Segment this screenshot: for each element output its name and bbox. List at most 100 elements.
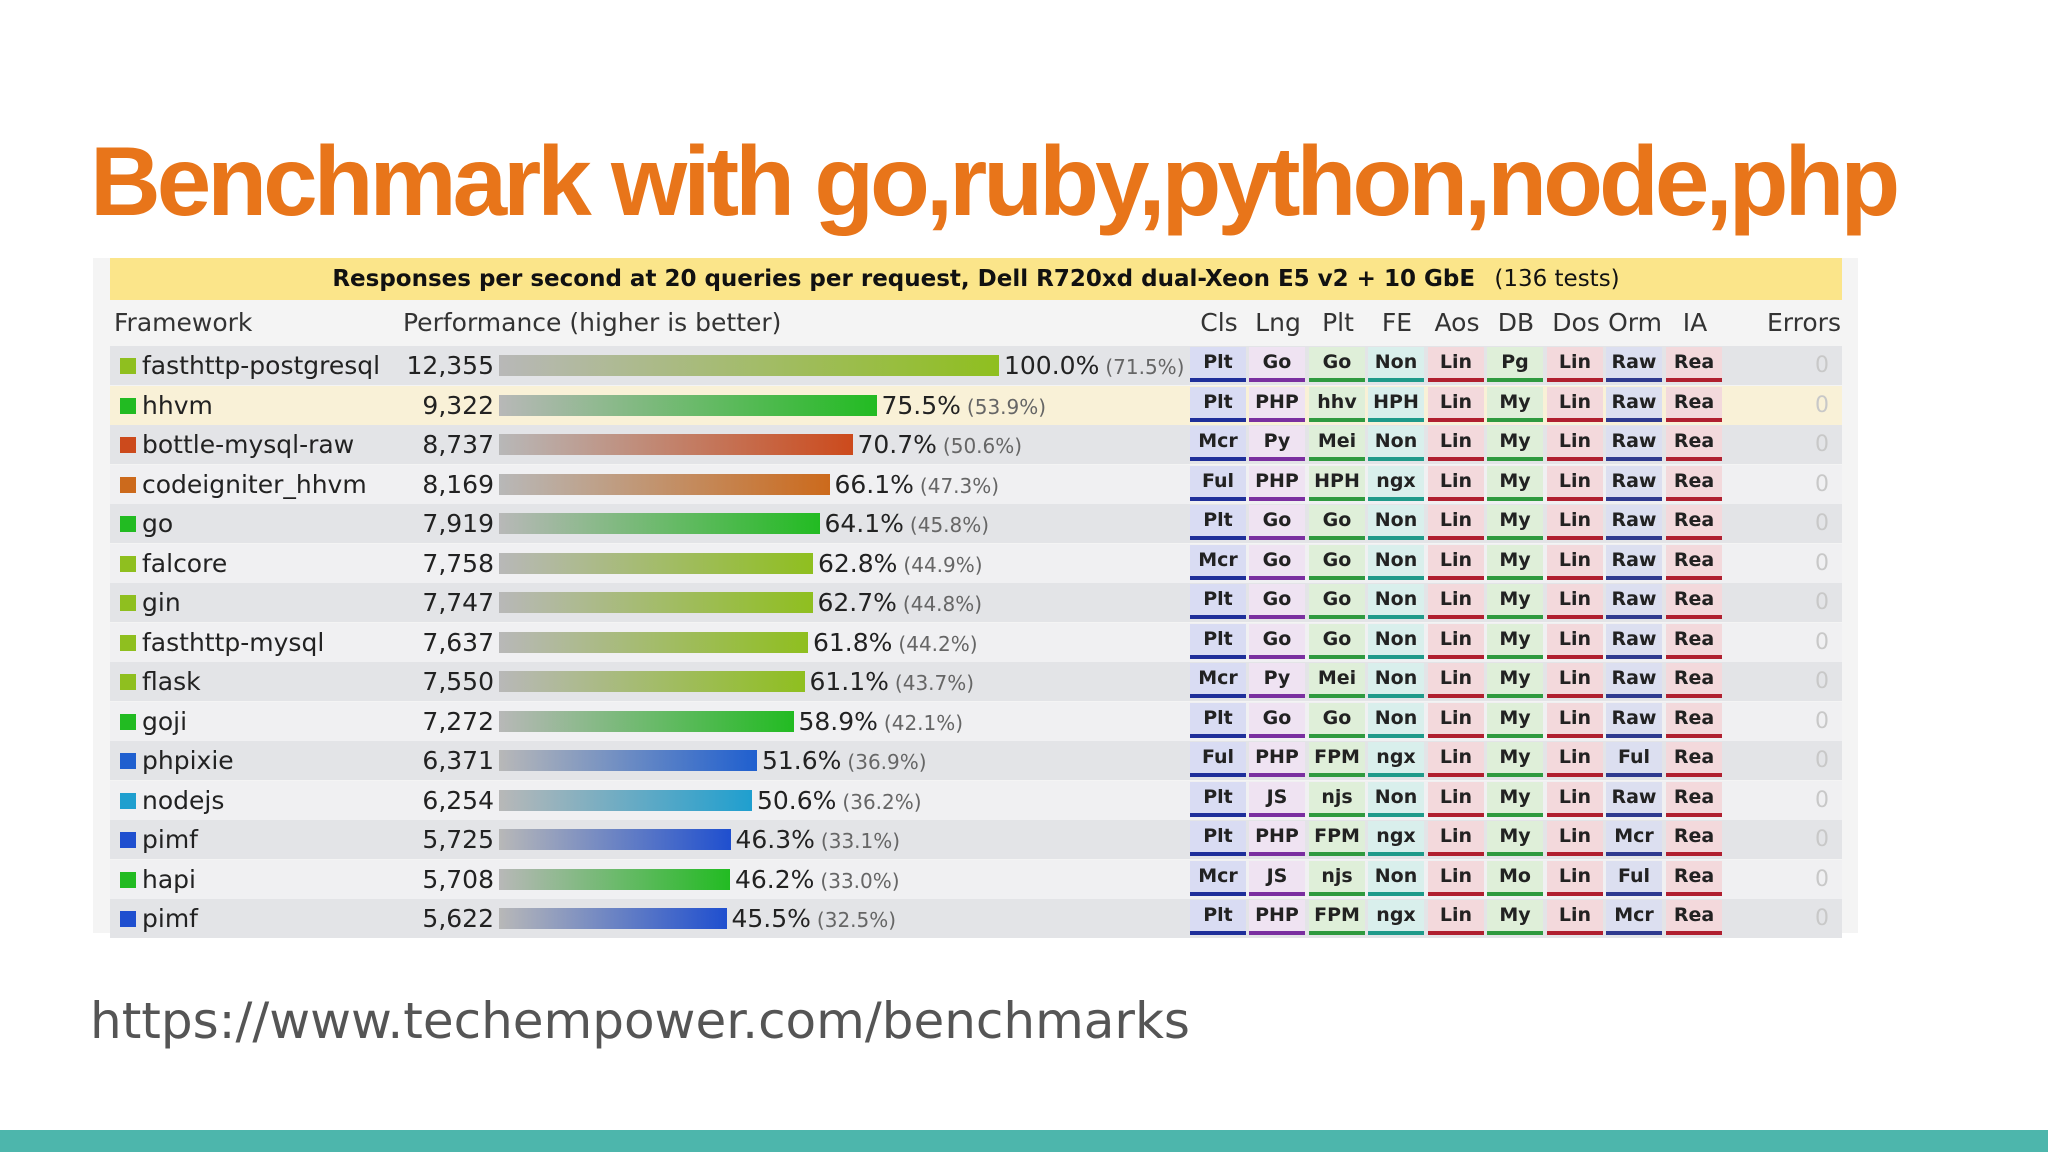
attribute-tag: Go: [1309, 623, 1365, 659]
attribute-tag: njs: [1309, 781, 1365, 817]
attribute-tag: Non: [1368, 781, 1424, 817]
error-count: 0: [1815, 353, 1829, 378]
attribute-tag: Lin: [1547, 465, 1603, 501]
attribute-tag: njs: [1309, 860, 1365, 896]
attribute-tag: Raw: [1606, 426, 1662, 461]
attribute-tag: Lin: [1547, 742, 1603, 777]
attribute-tag: ngx: [1368, 821, 1424, 856]
attribute-tag: PHP: [1249, 742, 1305, 777]
percent-value: 61.8%: [813, 627, 893, 657]
relative-percent: (44.8%): [902, 592, 983, 616]
relative-percent: (45.8%): [909, 513, 990, 537]
percent-value: 62.7%: [817, 588, 897, 617]
attribute-tag: Lin: [1428, 781, 1484, 817]
attribute-tag: Mcr: [1606, 821, 1662, 856]
attribute-tag: Plt: [1190, 702, 1246, 738]
attribute-tag: Lin: [1428, 663, 1484, 698]
attribute-tag: ngx: [1368, 465, 1424, 501]
attribute-tag: Rea: [1666, 426, 1722, 461]
rps-value: 7,637: [422, 627, 494, 657]
attribute-tag: Go: [1309, 347, 1365, 382]
col-plt: Plt: [1322, 308, 1354, 337]
performance-bar: [499, 671, 805, 692]
attribute-tag: My: [1487, 821, 1543, 856]
attribute-tag: Lin: [1547, 544, 1603, 580]
attribute-tag: PHP: [1249, 900, 1305, 935]
relative-percent: (36.2%): [842, 789, 922, 814]
attribute-tag: FPM: [1309, 742, 1365, 777]
attribute-tag: Lin: [1428, 347, 1484, 382]
col-fe: FE: [1381, 308, 1413, 337]
attribute-tag: Mcr: [1190, 860, 1246, 896]
attribute-tag: Non: [1368, 623, 1424, 659]
attribute-tag: Raw: [1606, 584, 1662, 619]
attribute-tag: Rea: [1666, 663, 1722, 698]
attribute-tag: Lin: [1428, 426, 1484, 461]
attribute-tag: Lin: [1428, 742, 1484, 777]
attribute-tag: Raw: [1606, 702, 1662, 738]
relative-percent: (44.9%): [903, 552, 983, 577]
percent-value: 66.1%: [834, 469, 914, 499]
performance-bar: [499, 789, 752, 811]
percent-value: 64.1%: [824, 509, 904, 538]
color-swatch: [120, 674, 136, 690]
error-count: 0: [1815, 787, 1829, 813]
error-count: 0: [1815, 471, 1829, 497]
attribute-tag: FPM: [1309, 900, 1365, 935]
attribute-tag: PHP: [1249, 386, 1305, 422]
table-row: flask 7,550 61.1% (43.7%) Mcr Py Mei Non Lin My Li…: [110, 662, 1842, 701]
rps-value: 12,355: [406, 351, 494, 380]
attribute-tag: Lin: [1547, 386, 1603, 422]
source-url[interactable]: https://www.techempower.com/benchmarks: [90, 992, 1190, 1050]
performance-bar: [499, 868, 730, 890]
attribute-tag: Rea: [1666, 347, 1722, 382]
percent-value: 45.5%: [731, 904, 811, 933]
error-count: 0: [1815, 708, 1829, 734]
attribute-tag: JS: [1249, 781, 1305, 817]
attribute-tag: Lin: [1547, 821, 1603, 856]
relative-percent: (47.3%): [919, 473, 1000, 498]
performance-bar: [499, 473, 830, 495]
framework-name: gin: [142, 588, 181, 617]
error-count: 0: [1815, 590, 1829, 615]
attribute-tag: Non: [1368, 426, 1424, 461]
attribute-tag: HPH: [1309, 465, 1365, 501]
attribute-tag: Rea: [1666, 465, 1722, 501]
col-dos: Dos: [1552, 308, 1600, 337]
attribute-tag: Go: [1249, 584, 1305, 619]
attribute-tag: Lin: [1547, 426, 1603, 461]
relative-percent: (44.2%): [898, 631, 978, 656]
attribute-tag: My: [1487, 623, 1543, 659]
col-lng: Lng: [1255, 308, 1301, 337]
attribute-tag: Rea: [1666, 584, 1722, 619]
attribute-tag: Plt: [1190, 584, 1246, 619]
framework-name: fasthttp-mysql: [142, 627, 325, 657]
attribute-tag: Go: [1249, 505, 1305, 540]
rps-value: 7,272: [422, 706, 494, 736]
relative-percent: (71.5%): [1105, 355, 1185, 379]
framework-name: flask: [142, 667, 201, 696]
attribute-tag: Go: [1309, 505, 1365, 540]
table-row: pimf 5,622 45.5% (32.5%) Plt PHP FPM ngx Lin My Li…: [110, 899, 1842, 938]
rps-value: 6,254: [422, 785, 494, 815]
attribute-tag: Non: [1368, 860, 1424, 896]
attribute-tag: Lin: [1428, 900, 1484, 935]
attribute-tag: Lin: [1547, 663, 1603, 698]
percent-label: 46.2% (33.0%): [735, 860, 900, 901]
percent-value: 51.6%: [762, 746, 842, 775]
attribute-tag: Non: [1368, 505, 1424, 540]
color-swatch: [120, 911, 136, 927]
error-count: 0: [1815, 550, 1829, 576]
percent-value: 70.7%: [857, 430, 937, 459]
attribute-tag: Ful: [1190, 465, 1246, 501]
attribute-tag: My: [1487, 584, 1543, 619]
framework-name: pimf: [142, 904, 198, 933]
table-row: gin 7,747 62.7% (44.8%) Plt Go Go Non Lin My Lin Ra…: [110, 583, 1842, 622]
attribute-tag: Lin: [1547, 900, 1603, 935]
attribute-tag: Rea: [1666, 781, 1722, 817]
attribute-tag: Mei: [1309, 426, 1365, 461]
slide-title: Benchmark with go,ruby,python,node,php: [90, 126, 1900, 236]
attribute-tag: Lin: [1547, 584, 1603, 619]
attribute-tag: Lin: [1428, 505, 1484, 540]
color-swatch: [120, 358, 136, 374]
